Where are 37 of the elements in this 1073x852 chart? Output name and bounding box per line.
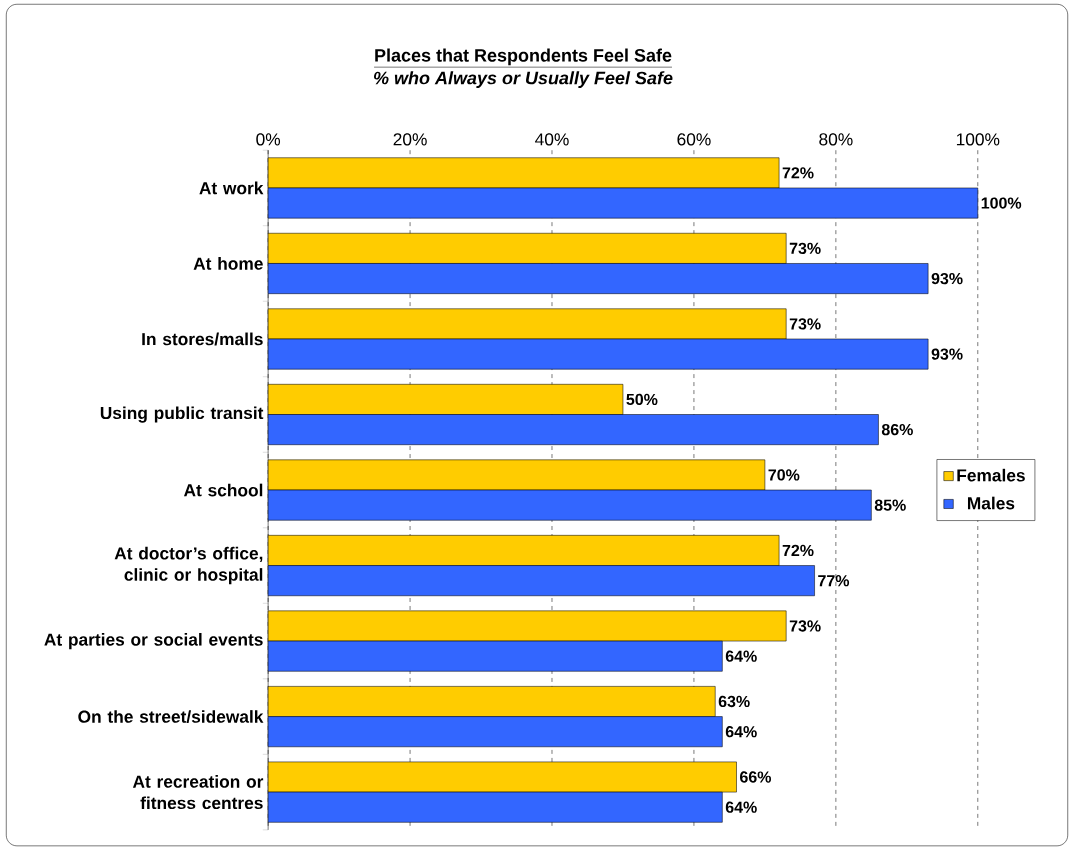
data-label: 64% [725,801,757,813]
data-label: 100% [981,197,1022,209]
y-tick-label: Using public transit [100,406,264,423]
x-tick-label: 20% [393,133,427,146]
y-tick-label: At school [183,483,263,497]
y-tick-label: In stores/malls [142,332,263,346]
y-tick-label: At home [193,257,263,270]
data-label: 86% [881,423,913,436]
data-label: 72% [782,544,814,557]
x-tick-label: 0% [256,133,281,146]
data-label: 73% [789,318,821,330]
data-label: 70% [768,469,800,481]
data-label: 64% [725,650,757,662]
data-label: 93% [931,272,963,285]
x-tick-label: 60% [677,133,711,146]
x-tick-label: 80% [819,133,853,146]
data-label: 72% [782,167,814,179]
data-label: 77% [818,574,850,587]
data-label: 85% [874,499,906,511]
x-tick-label: 40% [535,133,569,146]
data-label: 73% [789,242,821,254]
data-label: 64% [725,725,757,738]
data-label: 73% [789,620,821,632]
legend-label: Females [957,468,1025,482]
x-tick-label: 100% [956,133,1000,146]
y-tick-label: At parties or social events [44,632,263,650]
y-tick-label: At recreation or fitness centres [132,775,264,810]
y-tick-label: At work [199,181,264,195]
data-label: 66% [740,771,772,783]
chart-title: Places that Respondents Feel Safe [375,48,672,66]
data-label: 50% [626,393,658,406]
data-label: 93% [931,348,963,360]
legend-label: Males [967,496,1015,510]
y-tick-label: At doctor’s office, clinic or hospital [114,546,263,585]
chart-subtitle: % who Always or Usually Feel Safe [374,71,673,88]
data-label: 63% [718,695,750,708]
y-tick-label: On the street/sidewalk [78,710,264,723]
